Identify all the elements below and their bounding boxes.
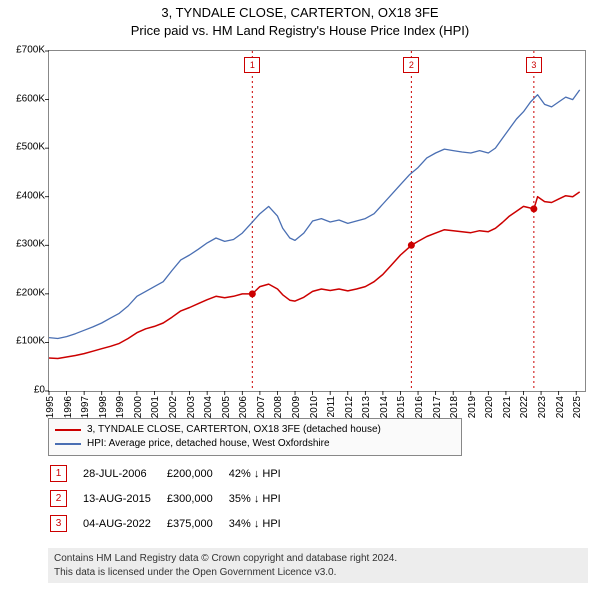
sale-price: £375,000 xyxy=(167,512,227,535)
sale-price: £300,000 xyxy=(167,487,227,510)
x-tick-label: 2020 xyxy=(484,396,495,418)
x-tick-label: 2021 xyxy=(502,396,513,418)
table-row: 3 04-AUG-2022£375,00034% ↓ HPI xyxy=(50,512,295,535)
table-row: 1 28-JUL-2006£200,00042% ↓ HPI xyxy=(50,462,295,485)
legend-item: 3, TYNDALE CLOSE, CARTERTON, OX18 3FE (d… xyxy=(55,423,455,437)
x-tick-label: 2010 xyxy=(309,396,320,418)
x-tick-label: 2022 xyxy=(519,396,530,418)
sale-date: 04-AUG-2022 xyxy=(83,512,165,535)
x-tick-label: 2011 xyxy=(326,396,337,418)
sale-marker-cell: 1 xyxy=(50,462,81,485)
title-line-1: 3, TYNDALE CLOSE, CARTERTON, OX18 3FE xyxy=(0,4,600,22)
x-tick-label: 2000 xyxy=(133,396,144,418)
sales-table: 1 28-JUL-2006£200,00042% ↓ HPI 2 13-AUG-201… xyxy=(48,460,297,537)
sale-marker-1: 1 xyxy=(244,57,260,73)
x-tick-label: 2004 xyxy=(203,396,214,418)
title-line-2: Price paid vs. HM Land Registry's House … xyxy=(0,22,600,40)
x-tick-label: 2024 xyxy=(555,396,566,418)
sale-marker-3: 3 xyxy=(526,57,542,73)
legend: 3, TYNDALE CLOSE, CARTERTON, OX18 3FE (d… xyxy=(48,418,462,456)
x-tick-label: 2006 xyxy=(238,396,249,418)
y-tick-label: £300K xyxy=(16,239,45,250)
sale-date: 28-JUL-2006 xyxy=(83,462,165,485)
legend-item: HPI: Average price, detached house, West… xyxy=(55,437,455,451)
sale-pct-vs-hpi: 34% ↓ HPI xyxy=(229,512,295,535)
x-tick-label: 2013 xyxy=(361,396,372,418)
sale-price: £200,000 xyxy=(167,462,227,485)
x-tick-label: 1998 xyxy=(98,396,109,418)
x-tick-label: 2005 xyxy=(221,396,232,418)
sale-pct-vs-hpi: 42% ↓ HPI xyxy=(229,462,295,485)
y-tick-label: £500K xyxy=(16,142,45,153)
y-tick-label: £400K xyxy=(16,190,45,201)
chart-container: { "title": { "line1": "3, TYNDALE CLOSE,… xyxy=(0,0,600,590)
y-tick-label: £600K xyxy=(16,93,45,104)
y-tick-label: £100K xyxy=(16,336,45,347)
legend-swatch xyxy=(55,443,81,445)
sale-marker-cell: 2 xyxy=(50,487,81,510)
sale-date: 13-AUG-2015 xyxy=(83,487,165,510)
x-tick-label: 2023 xyxy=(537,396,548,418)
x-tick-label: 2008 xyxy=(273,396,284,418)
x-tick-label: 2015 xyxy=(396,396,407,418)
sale-pct-vs-hpi: 35% ↓ HPI xyxy=(229,487,295,510)
x-tick-label: 2009 xyxy=(291,396,302,418)
x-tick-label: 2025 xyxy=(572,396,583,418)
y-tick-label: £200K xyxy=(16,287,45,298)
x-tick-label: 2007 xyxy=(256,396,267,418)
x-tick-label: 2016 xyxy=(414,396,425,418)
sale-marker-2: 2 xyxy=(403,57,419,73)
sale-marker-box: 1 xyxy=(50,465,67,482)
y-tick-label: £0 xyxy=(34,385,45,396)
legend-label: 3, TYNDALE CLOSE, CARTERTON, OX18 3FE (d… xyxy=(87,423,381,437)
attribution-line-2: This data is licensed under the Open Gov… xyxy=(54,566,582,580)
x-tick-label: 2012 xyxy=(344,396,355,418)
x-tick-label: 1995 xyxy=(45,396,56,418)
x-tick-label: 2018 xyxy=(449,396,460,418)
x-tick-label: 2002 xyxy=(168,396,179,418)
attribution: Contains HM Land Registry data © Crown c… xyxy=(48,548,588,583)
x-tick-label: 2014 xyxy=(379,396,390,418)
table-row: 2 13-AUG-2015£300,00035% ↓ HPI xyxy=(50,487,295,510)
attribution-line-1: Contains HM Land Registry data © Crown c… xyxy=(54,552,582,566)
chart-title: 3, TYNDALE CLOSE, CARTERTON, OX18 3FE Pr… xyxy=(0,4,600,39)
legend-swatch xyxy=(55,429,81,431)
x-tick-label: 1997 xyxy=(80,396,91,418)
y-tick-label: £700K xyxy=(16,45,45,56)
plot-svg xyxy=(49,51,585,391)
x-tick-label: 2019 xyxy=(467,396,478,418)
x-tick-label: 2003 xyxy=(186,396,197,418)
x-tick-label: 2017 xyxy=(432,396,443,418)
sale-marker-box: 2 xyxy=(50,490,67,507)
x-tick-label: 2001 xyxy=(150,396,161,418)
sale-marker-box: 3 xyxy=(50,515,67,532)
sale-marker-cell: 3 xyxy=(50,512,81,535)
x-tick-label: 1999 xyxy=(115,396,126,418)
plot-area: 1 2 3 xyxy=(48,50,586,392)
x-tick-label: 1996 xyxy=(63,396,74,418)
legend-label: HPI: Average price, detached house, West… xyxy=(87,437,330,451)
